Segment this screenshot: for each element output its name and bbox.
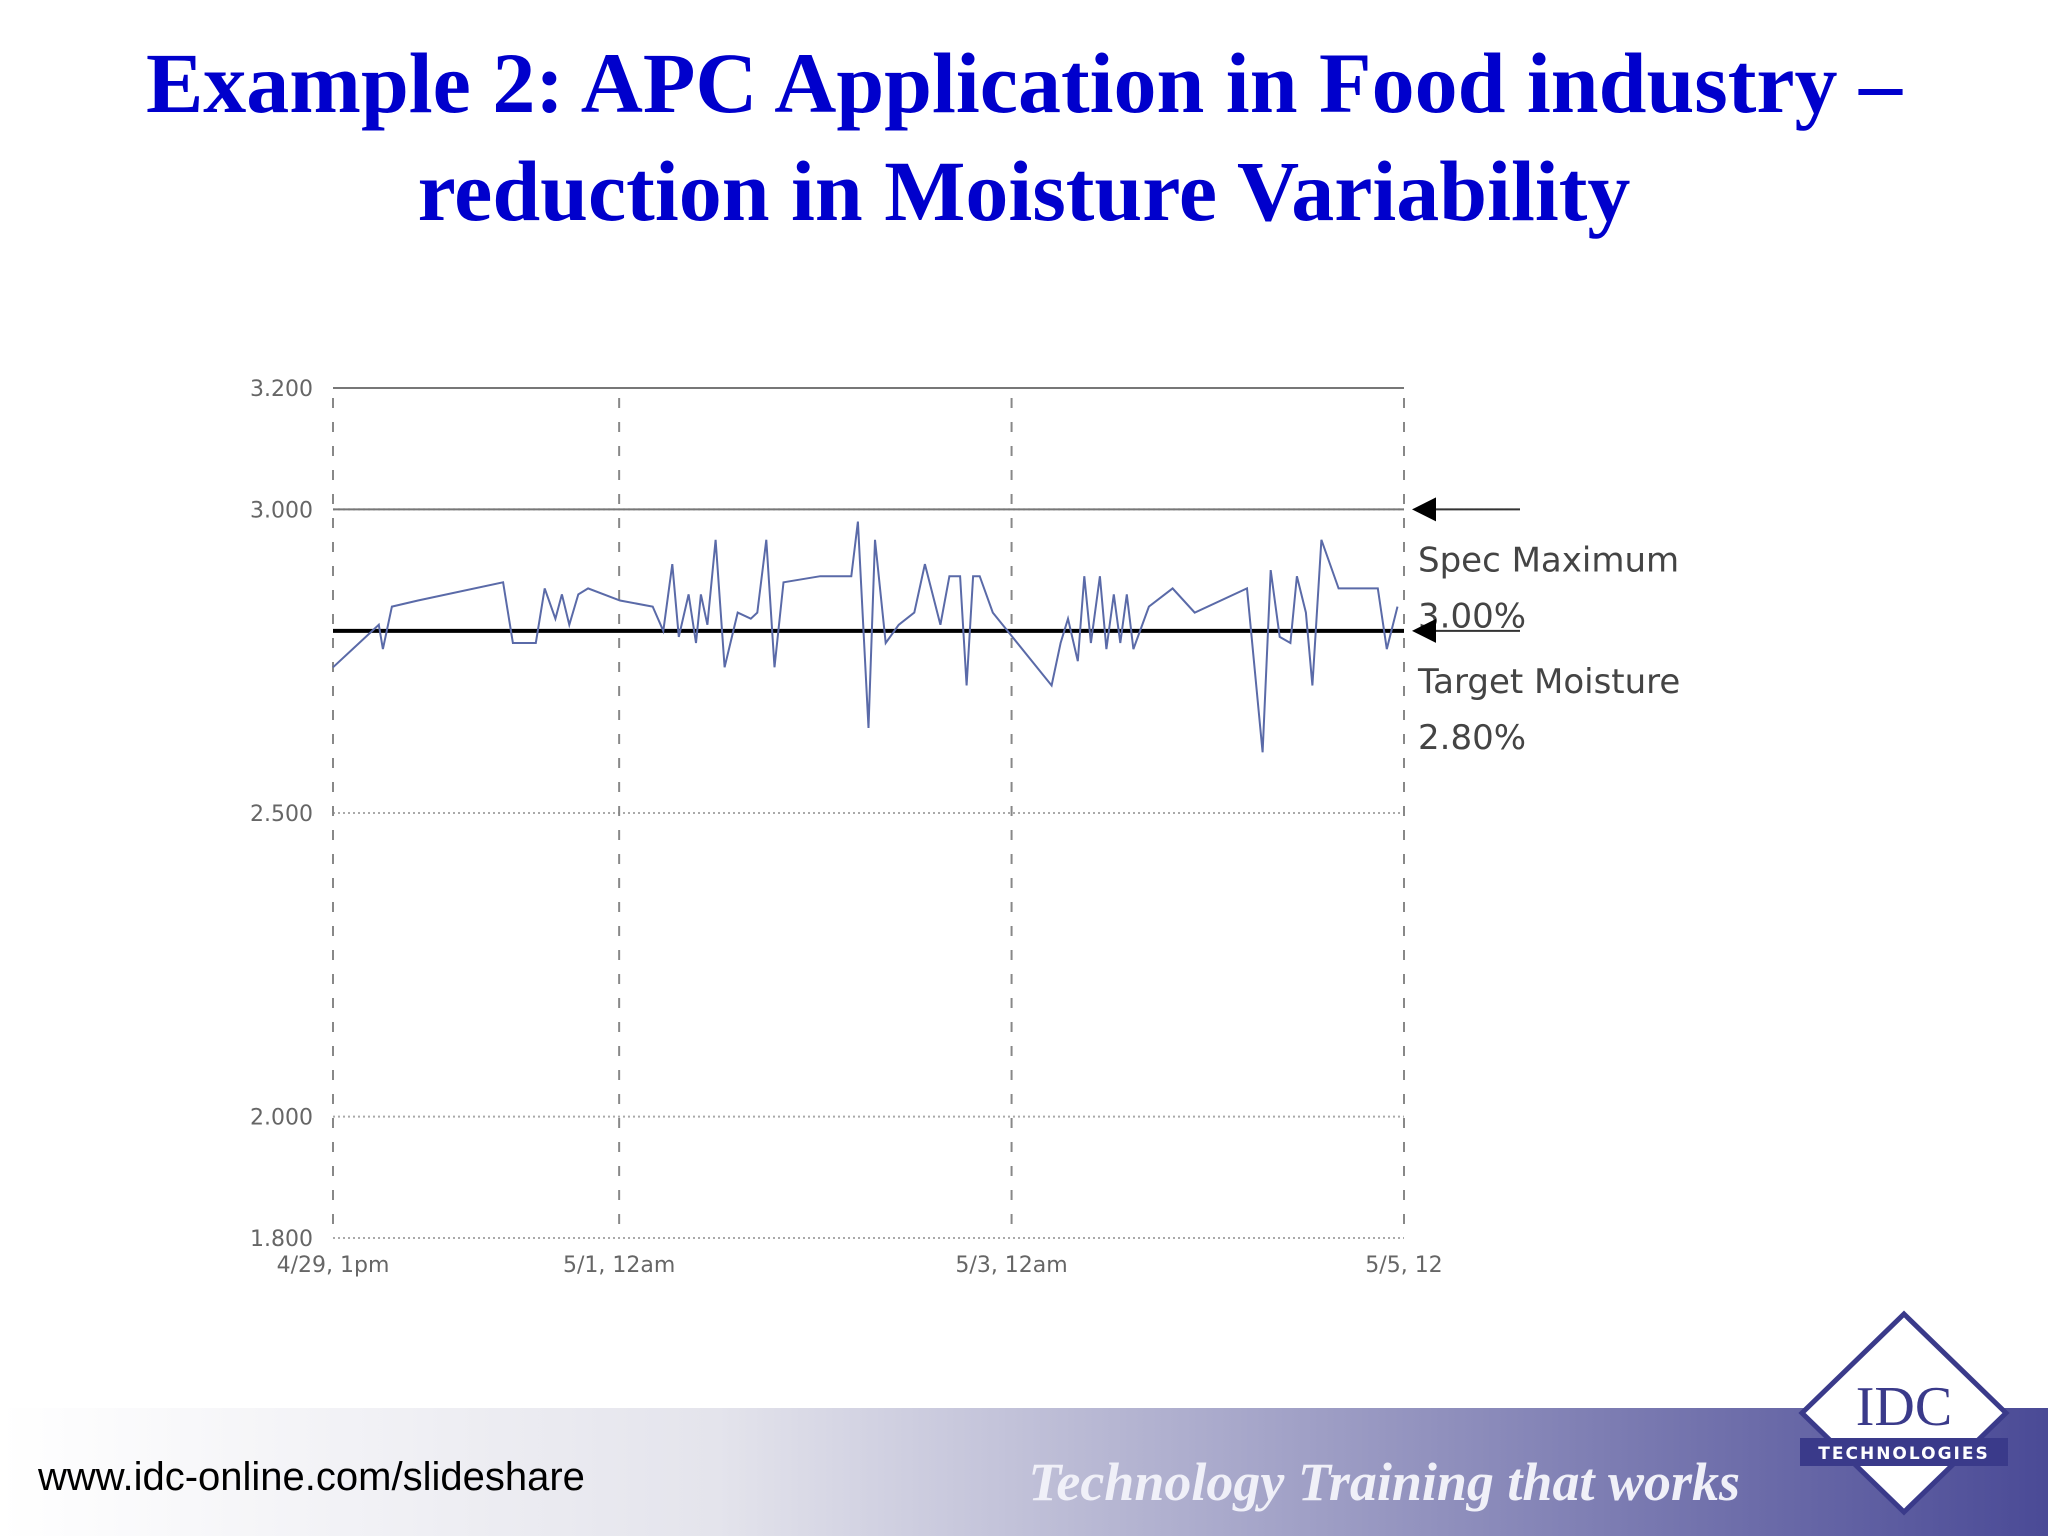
footer-url: www.idc-online.com/slideshare — [37, 1455, 585, 1499]
y-tick-label: 2.000 — [250, 1106, 313, 1131]
title-line: Example 2: APC Application in Food indus… — [146, 35, 1903, 131]
chart: 1.800 2.000 2.500 3.000 3.200 4/29, 1pm 5/1, 1… — [250, 377, 1680, 1278]
logo: IDC TECHNOLOGIES — [1798, 1310, 2010, 1516]
title-line: reduction in Moisture Variability — [418, 143, 1631, 239]
y-tick-label: 2.500 — [250, 802, 313, 827]
annotation-value: 2.80% — [1418, 718, 1526, 758]
logo-bar — [1800, 1438, 2008, 1466]
footer-band — [0, 1408, 2048, 1536]
annotation-label: Spec Maximum — [1418, 540, 1679, 580]
annotation-label: Target Moisture — [1417, 662, 1680, 702]
arrow-head — [1412, 618, 1436, 643]
x-tick-label: 4/29, 1pm — [277, 1253, 390, 1278]
x-tick-label: 5/1, 12am — [563, 1253, 675, 1278]
x-tick-label: 5/5, 12 — [1365, 1253, 1442, 1278]
y-tick-label: 1.800 — [250, 1227, 313, 1252]
arrow-head — [1412, 497, 1436, 522]
y-tick-label: 3.000 — [250, 498, 313, 523]
logo-sub: TECHNOLOGIES — [1818, 1444, 1989, 1464]
logo-name: IDC — [1856, 1376, 1952, 1438]
x-tick-label: 5/3, 12am — [955, 1253, 1067, 1278]
annotation-value: 3.00% — [1418, 596, 1526, 636]
moisture-line — [332, 521, 1399, 753]
y-tick-label: 3.200 — [250, 377, 313, 402]
tagline: Technology Training that works — [1028, 1452, 1740, 1512]
